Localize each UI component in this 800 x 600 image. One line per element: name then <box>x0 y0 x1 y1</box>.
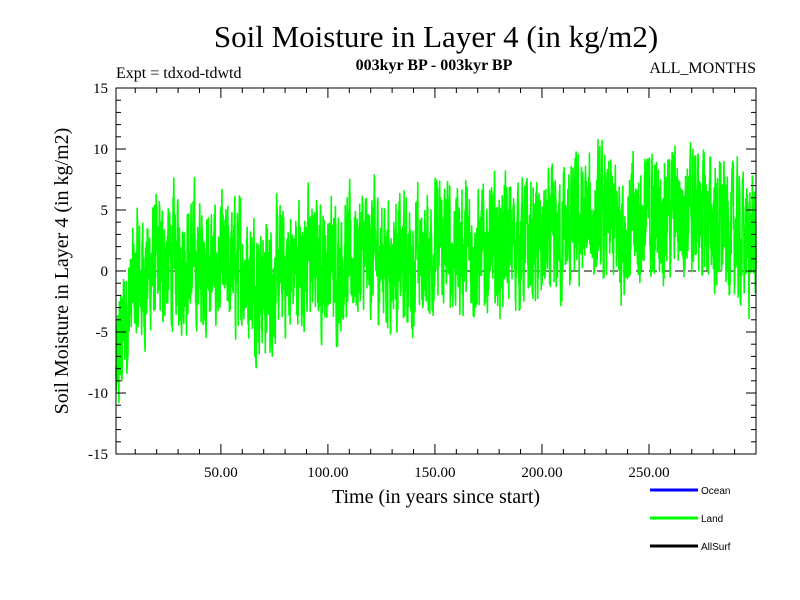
y-tick-label: 15 <box>93 81 108 97</box>
y-tick-label: 10 <box>93 142 108 158</box>
y-tick-label: -15 <box>88 447 108 463</box>
legend-label-land: Land <box>701 514 723 525</box>
legend-label-ocean: Ocean <box>701 486 730 497</box>
y-tick-label: -10 <box>88 386 108 402</box>
x-tick-label: 50.00 <box>204 465 238 481</box>
axis-ticks <box>116 87 756 455</box>
chart-title: Soil Moisture in Layer 4 (in kg/m2) <box>214 19 658 54</box>
legend: Ocean Land AllSurf <box>650 486 731 553</box>
x-tick-label: 200.00 <box>521 465 562 481</box>
y-axis-label: Soil Moisture in Layer 4 (in kg/m2) <box>51 128 73 415</box>
x-axis-label: Time (in years since start) <box>332 486 540 508</box>
period-label: 003kyr BP - 003kyr BP <box>356 57 513 74</box>
months-label: ALL_MONTHS <box>649 60 756 77</box>
x-tick-label: 150.00 <box>414 465 455 481</box>
y-tick-label: -5 <box>96 325 109 341</box>
legend-label-allsurf: AllSurf <box>701 542 731 553</box>
x-tick-labels: 50.00 100.00 150.00 200.00 250.00 <box>204 465 670 481</box>
x-tick-label: 100.00 <box>307 465 348 481</box>
y-tick-label: 0 <box>101 264 109 280</box>
series-line-land <box>115 138 757 404</box>
x-tick-label: 250.00 <box>628 465 669 481</box>
y-tick-labels: -15 -10 -5 0 5 10 15 <box>88 81 108 463</box>
experiment-label: Expt = tdxod-tdwtd <box>116 65 241 82</box>
y-tick-label: 5 <box>101 203 109 219</box>
series-lines <box>115 138 757 404</box>
